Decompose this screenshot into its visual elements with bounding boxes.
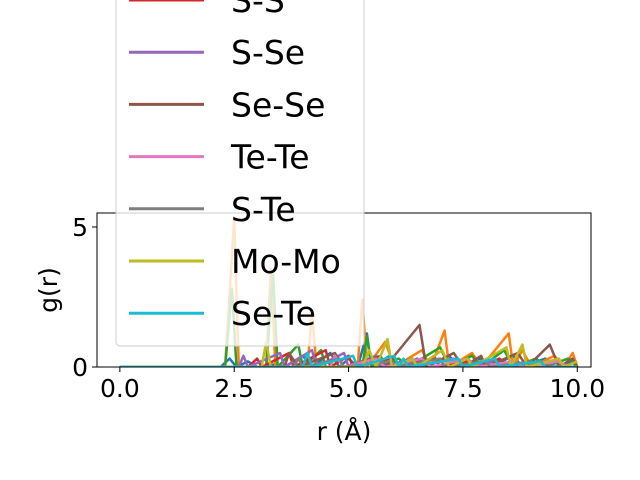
y-axis-label: g(r) (34, 267, 63, 313)
legend-label: Mo-Mo (231, 242, 341, 281)
legend-label: Se-Te (231, 294, 316, 333)
x-axis-label: r (Å) (317, 417, 372, 446)
axis-ticks: 0.0 2.5 5.0 7.5 10.0 0 5 (72, 213, 605, 403)
legend-label: S-S (231, 0, 285, 20)
legend-label: Te-Te (230, 138, 310, 177)
x-tick-label: 5.0 (329, 374, 369, 403)
legend-label: S-Se (231, 33, 305, 72)
legend-label: Se-Se (231, 85, 325, 124)
series-line-10 (119, 351, 578, 367)
x-tick-label: 0.0 (100, 374, 140, 403)
legend-label: S-Te (231, 190, 296, 229)
series-line-9 (119, 337, 578, 367)
x-tick-label: 2.5 (214, 374, 254, 403)
x-tick-label: 10.0 (549, 374, 605, 403)
legend-box (115, 0, 365, 347)
legend: S-S S-Se Se-Se Te-Te S-Te Mo-Mo Se-Te (115, 0, 365, 347)
y-tick-label: 0 (72, 353, 88, 382)
y-tick-label: 5 (72, 213, 88, 242)
x-tick-label: 7.5 (443, 374, 483, 403)
